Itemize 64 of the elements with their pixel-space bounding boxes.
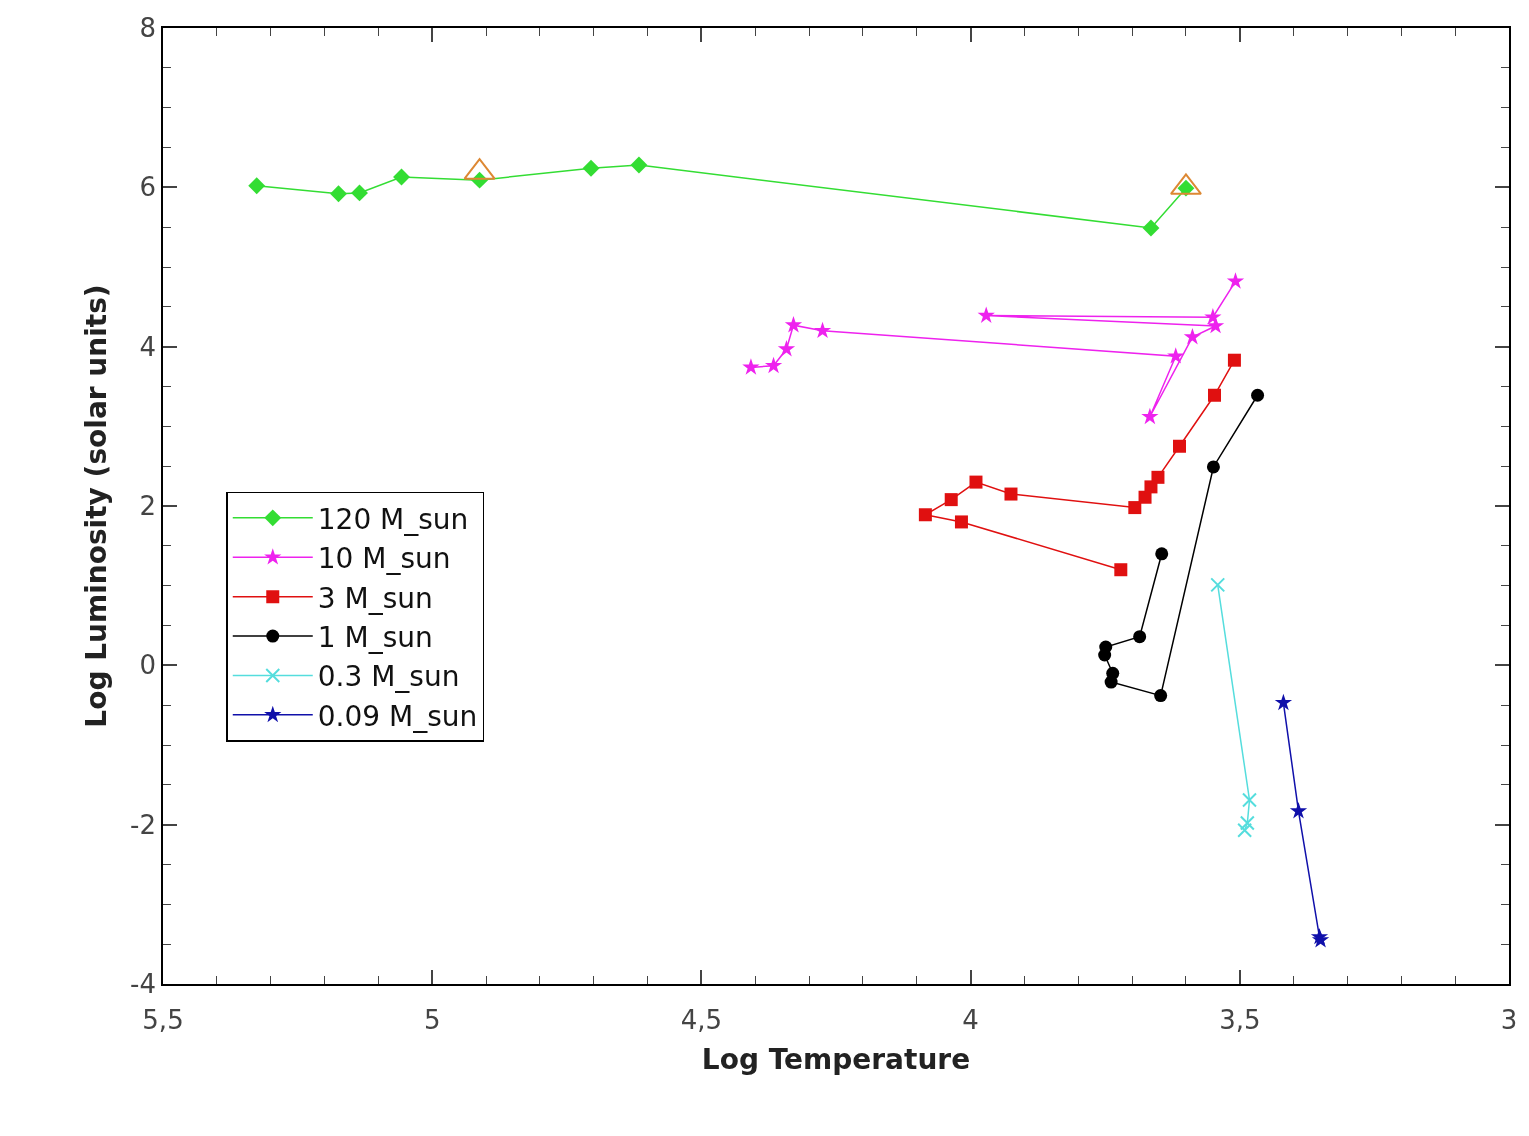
point bbox=[784, 316, 803, 333]
point bbox=[918, 508, 932, 522]
y-tick-label: 2 bbox=[139, 491, 157, 522]
point bbox=[1133, 630, 1147, 644]
point bbox=[393, 168, 410, 186]
point bbox=[969, 475, 983, 489]
x-tick-label: 4,5 bbox=[680, 1004, 723, 1035]
x-tick-label: 5,5 bbox=[142, 1004, 184, 1035]
point bbox=[1311, 931, 1330, 948]
point bbox=[1138, 490, 1152, 504]
y-tick-label: 0 bbox=[139, 650, 157, 681]
point bbox=[1154, 689, 1168, 703]
y-tick-label: -2 bbox=[130, 809, 157, 840]
y-tick-label: 6 bbox=[139, 172, 157, 203]
legend-label: 1 M_sun bbox=[317, 620, 433, 654]
legend-label: 120 M_sun bbox=[317, 502, 469, 536]
legend-label: 3 M_sun bbox=[317, 581, 433, 615]
legend-label: 0.09 M_sun bbox=[317, 699, 478, 733]
point bbox=[742, 358, 760, 375]
point bbox=[248, 177, 266, 195]
point bbox=[1151, 470, 1165, 484]
point bbox=[1141, 407, 1159, 425]
point bbox=[944, 493, 958, 507]
point bbox=[1142, 219, 1160, 237]
legend-label: 10 M_sun bbox=[317, 542, 451, 576]
point bbox=[954, 515, 968, 529]
y-tick-label: -4 bbox=[130, 969, 157, 1000]
point bbox=[813, 321, 832, 339]
point bbox=[1155, 547, 1169, 561]
point bbox=[330, 185, 347, 203]
point bbox=[1289, 802, 1308, 819]
point bbox=[1210, 577, 1226, 593]
y-axis-title: Log Luminosity (solar units) bbox=[80, 284, 114, 728]
point bbox=[1173, 439, 1186, 453]
point bbox=[1208, 388, 1221, 402]
point bbox=[1183, 328, 1202, 345]
x-axis-title: Log Temperature bbox=[701, 1042, 971, 1076]
point bbox=[1114, 563, 1128, 577]
point bbox=[1128, 501, 1142, 515]
y-tick-label: 4 bbox=[139, 331, 157, 362]
y-tick-label: 8 bbox=[139, 13, 157, 44]
point bbox=[1204, 308, 1222, 325]
point bbox=[1226, 272, 1245, 289]
point bbox=[1104, 675, 1118, 689]
point bbox=[1251, 388, 1265, 402]
legend-label: 0.3 M_sun bbox=[317, 660, 460, 694]
point bbox=[977, 306, 995, 323]
x-tick-label: 3,5 bbox=[1219, 1004, 1261, 1035]
point bbox=[630, 156, 648, 174]
point bbox=[1098, 648, 1112, 662]
point bbox=[764, 356, 783, 374]
x-tick-label: 5 bbox=[423, 1004, 441, 1035]
point bbox=[1241, 792, 1257, 808]
point bbox=[777, 339, 796, 357]
x-tick-label: 3 bbox=[1500, 1004, 1518, 1035]
point bbox=[1004, 487, 1018, 501]
x-tick-label: 4 bbox=[962, 1004, 979, 1035]
point bbox=[1206, 460, 1220, 474]
point bbox=[582, 159, 600, 177]
point bbox=[1237, 822, 1253, 838]
point bbox=[1167, 347, 1185, 364]
point bbox=[1274, 693, 1293, 711]
point bbox=[1227, 353, 1241, 367]
point bbox=[351, 184, 368, 202]
